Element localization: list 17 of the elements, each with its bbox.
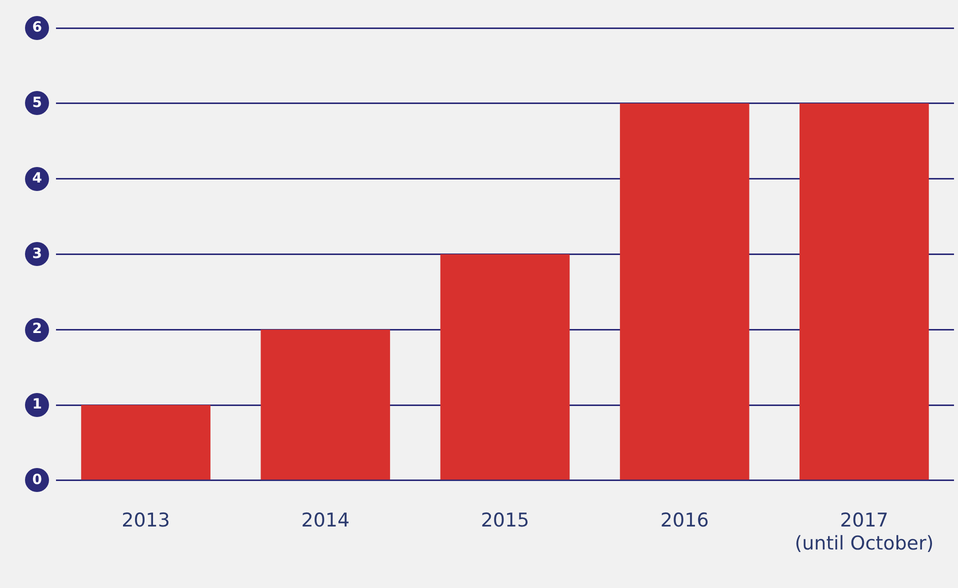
y-tick-label: 2 bbox=[32, 321, 42, 338]
x-tick-label: 2015 bbox=[480, 510, 530, 532]
y-tick-label: 4 bbox=[32, 170, 42, 186]
y-tick-label: 1 bbox=[32, 396, 42, 413]
x-tick-label: 2017 (until October) bbox=[794, 510, 934, 555]
bar bbox=[260, 330, 390, 480]
y-tick-label: 5 bbox=[32, 95, 42, 112]
y-tick-label: 6 bbox=[32, 20, 42, 36]
bar bbox=[440, 254, 570, 480]
x-tick-label: 2016 bbox=[660, 510, 709, 532]
bar bbox=[620, 103, 750, 480]
x-tick-label: 2014 bbox=[301, 510, 350, 532]
x-tick-label: 2013 bbox=[122, 510, 170, 532]
bar bbox=[800, 103, 929, 480]
y-tick-label: 3 bbox=[32, 246, 42, 262]
y-tick-label: 0 bbox=[32, 472, 42, 488]
bar bbox=[81, 405, 210, 480]
